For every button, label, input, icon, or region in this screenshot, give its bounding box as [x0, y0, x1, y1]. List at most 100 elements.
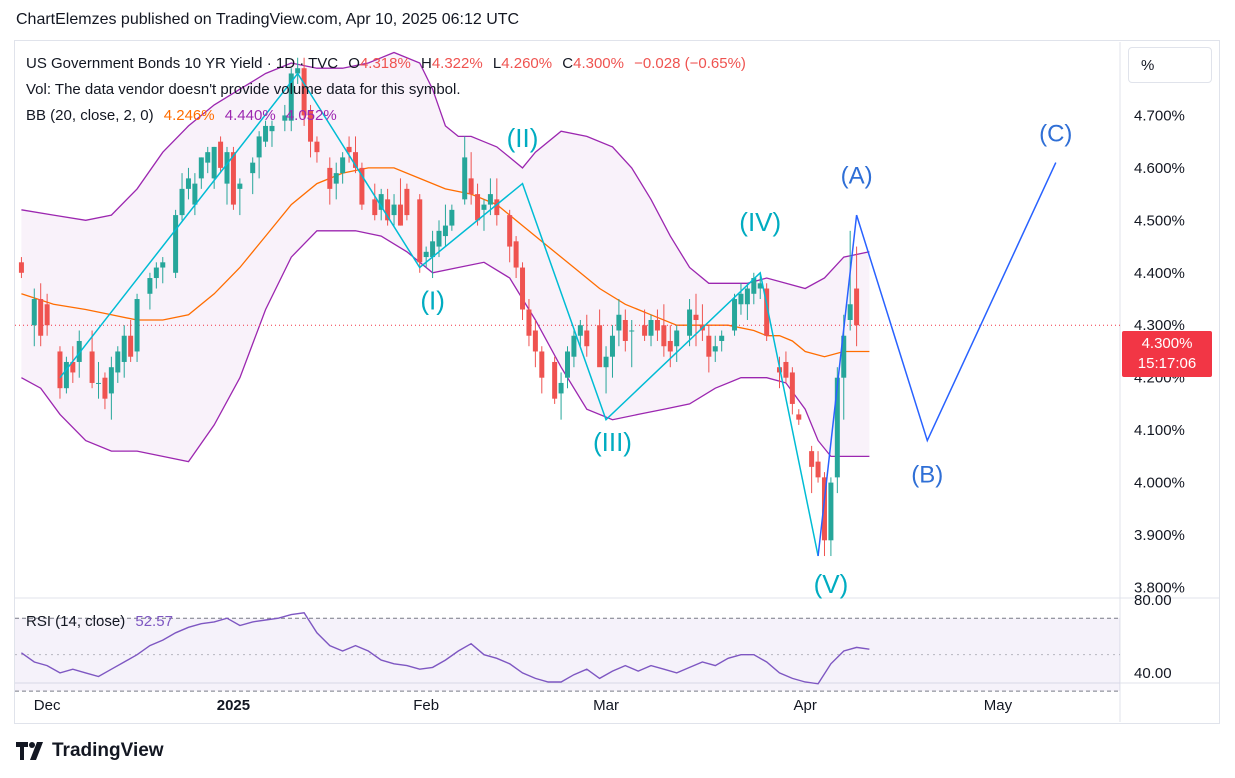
- candle-body: [391, 204, 397, 216]
- price-tick-label: 4.000%: [1134, 475, 1185, 492]
- candle-body: [520, 267, 526, 310]
- price-tick-label: 3.800%: [1134, 580, 1185, 597]
- candle-body: [809, 451, 815, 467]
- price-tick-label: 4.400%: [1134, 265, 1185, 282]
- candle-body: [108, 367, 114, 394]
- candle-body: [372, 199, 378, 216]
- candle-body: [789, 372, 795, 404]
- candle-body: [18, 262, 24, 273]
- candle-body: [63, 361, 69, 389]
- candle-body: [385, 199, 391, 221]
- candle-body: [436, 230, 442, 247]
- percent-scale-button[interactable]: %: [1128, 47, 1212, 83]
- price-tick-label: 3.900%: [1134, 527, 1185, 544]
- candle-body: [327, 167, 333, 189]
- candle-body: [340, 157, 346, 174]
- candle-body: [205, 152, 211, 163]
- candle-body: [38, 299, 44, 336]
- candle-body: [571, 335, 577, 357]
- candle-body: [629, 330, 635, 332]
- candle-body: [230, 152, 236, 205]
- candle-body: [674, 330, 680, 347]
- rsi-line: [20, 612, 870, 685]
- candle-body: [481, 204, 487, 210]
- time-tick-label: May: [984, 697, 1013, 714]
- candle-body: [442, 225, 448, 237]
- candle-body: [603, 356, 609, 368]
- candle-body: [256, 136, 262, 158]
- wave-label: (IV): [739, 207, 781, 237]
- price-tick-label: 4.300%: [1134, 317, 1185, 334]
- candle-body: [282, 115, 288, 121]
- candle-body: [642, 325, 648, 336]
- candle-body: [738, 293, 744, 305]
- legend-high-value: 4.322%: [431, 55, 483, 72]
- last-price-value: 4.300%: [1141, 335, 1193, 352]
- projection-label: (C): [1039, 121, 1072, 148]
- candle-body: [494, 199, 500, 216]
- candle-body: [764, 288, 770, 336]
- candle-body: [89, 351, 95, 383]
- legend-rsi[interactable]: RSI (14, close) 52.57: [26, 613, 179, 630]
- candle-body: [57, 351, 63, 389]
- candle-body: [532, 330, 538, 352]
- candle-body: [250, 162, 256, 174]
- candle-body: [661, 325, 667, 347]
- candle-body: [847, 304, 853, 320]
- candle-body: [834, 377, 840, 478]
- legend-change: −0.028 (−0.65%): [634, 55, 746, 72]
- candle-body: [173, 215, 179, 273]
- candle-body: [295, 68, 301, 74]
- candle-body: [185, 178, 191, 189]
- legend-bb[interactable]: BB (20, close, 2, 0) 4.246% 4.440% 4.052…: [26, 107, 343, 124]
- candle-body: [153, 267, 159, 279]
- candle-body: [346, 146, 352, 153]
- tradingview-footer[interactable]: TradingView: [16, 740, 164, 762]
- candle-body: [744, 288, 750, 305]
- candle-body: [751, 278, 757, 294]
- candle-body: [821, 477, 827, 541]
- candle-body: [609, 335, 615, 357]
- candle-body: [648, 320, 654, 336]
- candle-body: [706, 335, 712, 357]
- candle-body: [841, 335, 847, 378]
- candle-body: [224, 152, 230, 184]
- legend-symbol[interactable]: US Government Bonds 10 YR Yield · 1D · T…: [26, 55, 339, 72]
- wave-label: (III): [593, 427, 632, 457]
- elliott-wave-path: [59, 72, 819, 557]
- candle-body: [352, 152, 358, 168]
- candle-body: [667, 340, 673, 352]
- candle-body: [314, 141, 320, 153]
- price-tick-label: 4.500%: [1134, 212, 1185, 229]
- abc-projection-path: [817, 162, 1057, 557]
- candle-body: [423, 251, 429, 258]
- candle-body: [288, 73, 294, 121]
- candle-body: [160, 262, 166, 268]
- legend-open-value: 4.318%: [359, 55, 411, 72]
- candle-body: [513, 241, 519, 268]
- candle-body: [654, 320, 660, 331]
- legend-low-value: 4.260%: [501, 55, 553, 72]
- candle-body: [475, 194, 481, 221]
- candle-body: [558, 382, 564, 394]
- candle-body: [397, 204, 403, 226]
- candle-body: [333, 173, 339, 184]
- candle-body: [404, 188, 410, 216]
- candle-body: [693, 314, 699, 320]
- bb-lower-value: 4.052%: [285, 107, 337, 124]
- candle-body: [308, 110, 314, 142]
- candle-body: [462, 157, 468, 200]
- candle-body: [687, 309, 693, 336]
- candle-body: [597, 325, 603, 368]
- candle-body: [565, 351, 570, 378]
- candle-body: [507, 215, 513, 247]
- projection-label: (B): [911, 462, 943, 489]
- candle-body: [96, 382, 102, 384]
- bb-lower-line: [21, 230, 870, 463]
- chart-frame: [14, 40, 1220, 724]
- candle-body: [449, 209, 455, 226]
- rsi-tick-label: 80.00: [1134, 592, 1172, 609]
- bb-upper-line: [21, 51, 870, 290]
- candle-body: [757, 283, 763, 289]
